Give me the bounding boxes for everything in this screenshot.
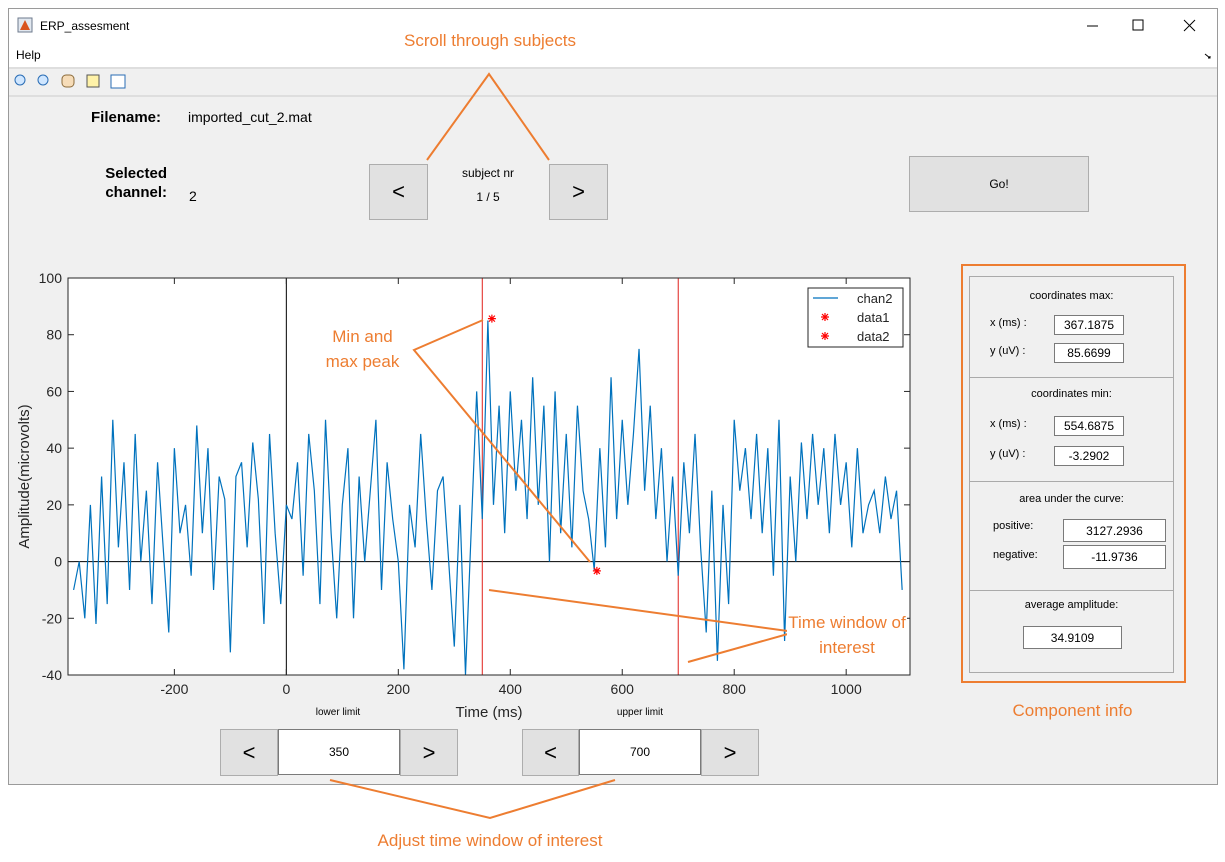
lower-limit-increase[interactable]: > xyxy=(400,729,458,776)
x-tick-label: -200 xyxy=(160,681,188,697)
x-tick-label: 200 xyxy=(387,681,411,697)
x-tick-label: 1000 xyxy=(831,681,862,697)
panel-divider xyxy=(970,481,1173,482)
y-tick-label: -40 xyxy=(42,667,62,683)
legend-marker xyxy=(821,313,829,321)
peak-marker xyxy=(592,566,601,575)
maximize-button[interactable] xyxy=(1132,19,1144,31)
panel-divider xyxy=(970,590,1173,591)
go-button[interactable]: Go! xyxy=(909,156,1089,212)
max-x-value[interactable]: 367.1875 xyxy=(1054,315,1124,335)
upper-limit-input[interactable]: 700 xyxy=(579,729,701,775)
annotation: Component info xyxy=(1012,701,1133,720)
area-title: area under the curve: xyxy=(1019,493,1124,505)
legend-marker xyxy=(821,332,829,340)
legend-label: data1 xyxy=(857,310,890,325)
channel-label: Selected channel: xyxy=(105,165,167,201)
average-value[interactable]: 34.9109 xyxy=(1023,626,1122,649)
component-panel xyxy=(969,276,1174,673)
y-tick-label: 0 xyxy=(54,554,62,570)
legend-tool[interactable] xyxy=(110,74,126,89)
component-highlight xyxy=(961,264,1186,683)
menu-help[interactable]: Help xyxy=(16,48,41,62)
annotation: Min and max peak xyxy=(315,324,410,374)
legend-label: chan2 xyxy=(857,291,892,306)
prev-subject-button[interactable]: < xyxy=(369,164,428,220)
axes-box xyxy=(67,277,911,676)
positive-value[interactable]: 3127.2936 xyxy=(1063,519,1166,542)
annotation: Scroll through subjects xyxy=(404,31,576,50)
max-title: coordinates max: xyxy=(1029,290,1114,302)
y-tick-label: 80 xyxy=(46,327,62,343)
max-y-value[interactable]: 85.6699 xyxy=(1054,343,1124,363)
max-x-label: x (ms) : xyxy=(990,317,1027,329)
lower-limit-decrease[interactable]: < xyxy=(220,729,278,776)
y-tick-label: 100 xyxy=(39,270,63,286)
min-y-value[interactable]: -3.2902 xyxy=(1054,446,1124,466)
window-title: ERP_assesment xyxy=(40,19,130,33)
annotation: Time window of interest xyxy=(787,610,907,660)
y-axis-label: Amplitude(microvolts) xyxy=(16,404,33,548)
title-menu-area xyxy=(9,9,1217,67)
panel-divider xyxy=(970,377,1173,378)
app-icon-shape xyxy=(20,20,30,30)
channel-value: 2 xyxy=(189,188,197,204)
y-tick-label: 40 xyxy=(46,440,62,456)
y-tick-label: 60 xyxy=(46,383,62,399)
peak-marker xyxy=(487,314,496,323)
average-title: average amplitude: xyxy=(1024,599,1119,611)
zoom-out-tool[interactable] xyxy=(37,74,49,86)
x-tick-label: 0 xyxy=(282,681,290,697)
lower-limit-label: lower limit xyxy=(315,707,361,718)
zoom-in-tool[interactable] xyxy=(14,74,26,86)
x-axis-label: Time (ms) xyxy=(456,704,523,721)
upper-limit-decrease[interactable]: < xyxy=(522,729,579,776)
min-title: coordinates min: xyxy=(1031,388,1112,400)
dock-icon[interactable] xyxy=(1204,53,1211,59)
x-tick-label: 400 xyxy=(499,681,523,697)
upper-limit-label: upper limit xyxy=(616,707,664,718)
close-button[interactable] xyxy=(1183,19,1196,32)
data-cursor-tool[interactable] xyxy=(86,74,100,88)
filename-value: imported_cut_2.mat xyxy=(188,109,312,125)
toolbar xyxy=(14,74,126,89)
min-x-label: x (ms) : xyxy=(990,418,1027,430)
positive-label: positive: xyxy=(993,520,1034,532)
subject-counter: 1 / 5 xyxy=(476,190,500,204)
pan-tool[interactable] xyxy=(61,74,75,88)
upper-limit-increase[interactable]: > xyxy=(701,729,759,776)
lower-limit-input[interactable]: 350 xyxy=(278,729,400,775)
min-x-value[interactable]: 554.6875 xyxy=(1054,416,1124,436)
min-y-label: y (uV) : xyxy=(990,448,1026,460)
y-tick-label: -20 xyxy=(42,610,62,626)
y-tick-label: 20 xyxy=(46,497,62,513)
negative-value[interactable]: -11.9736 xyxy=(1063,545,1166,569)
annotation: Adjust time window of interest xyxy=(377,831,603,850)
x-tick-label: 800 xyxy=(723,681,747,697)
window-chrome xyxy=(9,17,1217,97)
negative-label: negative: xyxy=(993,549,1038,561)
subject-label: subject nr xyxy=(461,166,515,180)
next-subject-button[interactable]: > xyxy=(549,164,608,220)
max-y-label: y (uV) : xyxy=(990,345,1026,357)
legend-label: data2 xyxy=(857,329,890,344)
filename-label: Filename: xyxy=(91,109,162,126)
x-tick-label: 600 xyxy=(611,681,635,697)
